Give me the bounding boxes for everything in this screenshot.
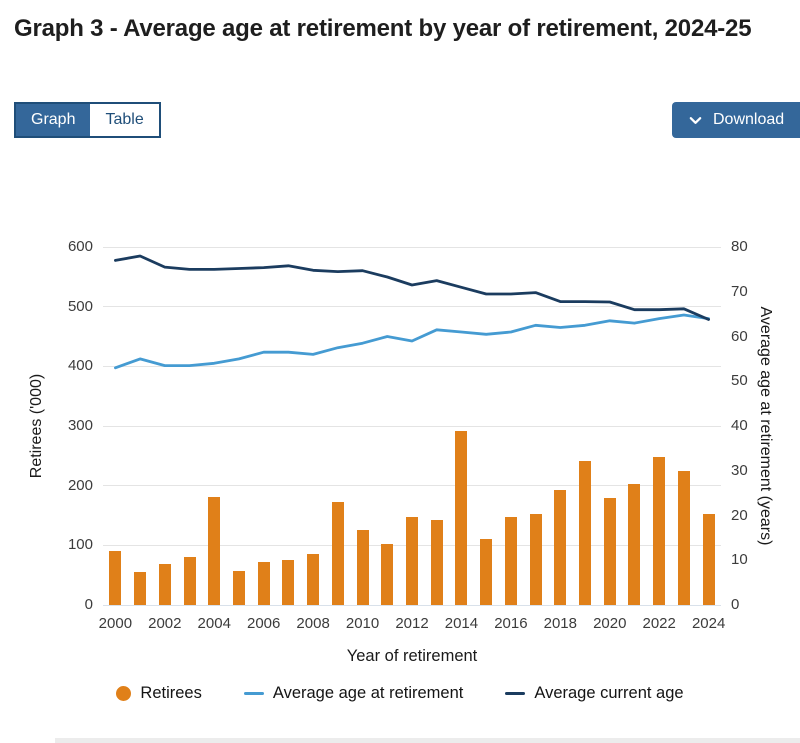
x-axis-tick: 2008	[296, 615, 330, 632]
legend-item-average-age-at-retirement[interactable]: Average age at retirement	[243, 684, 464, 703]
legend-label: Retirees	[140, 684, 202, 702]
x-axis-tick: 2010	[345, 615, 380, 632]
x-axis-tick: 2000	[98, 615, 133, 632]
bar-2022[interactable]	[653, 457, 666, 605]
graph-table-toggle: Graph Table	[14, 102, 161, 138]
bar-2010[interactable]	[356, 530, 369, 605]
x-axis-tick: 2024	[691, 615, 726, 632]
chart-legend: Retirees Average age at retirement Average…	[0, 684, 800, 703]
legend-line-marker	[505, 692, 526, 695]
section-divider	[55, 738, 800, 743]
legend-item-retirees[interactable]: Retirees	[116, 684, 202, 703]
bar-2004[interactable]	[208, 497, 221, 605]
x-axis-tick: 2006	[246, 615, 281, 632]
bar-2000[interactable]	[109, 550, 122, 605]
plot-area	[103, 246, 721, 606]
x-axis-tick: 2004	[197, 615, 231, 632]
bar-2020[interactable]	[603, 498, 616, 605]
y-axis-right-tick: 60	[731, 327, 748, 345]
lines-layer	[113, 254, 710, 370]
y-axis-left-tick: 600	[67, 238, 93, 255]
page-title: Graph 3 - Average age at retirement by y…	[14, 15, 752, 42]
bar-2012[interactable]	[406, 517, 418, 605]
bar-2002[interactable]	[158, 564, 171, 605]
line-average-current-age[interactable]	[113, 254, 710, 321]
x-axis-tick: 2022	[642, 615, 676, 632]
bar-2007[interactable]	[282, 559, 295, 605]
bar-2017[interactable]	[529, 514, 542, 605]
y-axis-right-title: Average age at retirement (years)	[757, 306, 774, 546]
bar-2009[interactable]	[331, 501, 344, 605]
y-axis-left-tick: 300	[67, 417, 93, 434]
bar-2019[interactable]	[579, 460, 592, 605]
x-axis-title: Year of retirement	[346, 647, 478, 665]
download-button[interactable]: Download	[672, 102, 800, 138]
y-axis-left-tick: 0	[84, 596, 93, 613]
x-axis-tick: 2014	[444, 615, 479, 632]
x-axis-tick: 2016	[494, 615, 528, 632]
x-axis-tick: 2012	[395, 615, 429, 632]
tab-graph[interactable]: Graph	[16, 104, 91, 136]
legend-label: Average current age	[534, 684, 684, 702]
bar-2014[interactable]	[455, 431, 468, 605]
y-axis-left-tick: 500	[67, 297, 93, 315]
x-axis-tick: 2020	[593, 615, 627, 632]
y-axis-right-tick: 70	[731, 282, 748, 300]
y-axis-right-tick: 80	[731, 238, 748, 255]
y-axis-right-tick: 0	[731, 596, 740, 613]
bar-2006[interactable]	[257, 562, 270, 605]
bar-2016[interactable]	[504, 517, 517, 605]
bar-2013[interactable]	[430, 520, 443, 605]
y-axis-left-tick: 200	[67, 476, 93, 494]
y-axis-left-tick: 100	[67, 536, 93, 554]
gridline	[103, 246, 721, 248]
line-average-age-at-retirement[interactable]	[113, 313, 710, 370]
bar-2023[interactable]	[677, 471, 690, 605]
bar-2024[interactable]	[702, 513, 715, 605]
y-axis-right-tick: 20	[731, 506, 748, 524]
chart: 600 500 400 300 200 100 0 80 70 60 50 40 30 20 10 0 2000…	[0, 150, 800, 665]
y-axis-right-tick: 40	[731, 417, 748, 434]
gridline	[103, 604, 721, 606]
x-axis-tick: 2018	[543, 615, 577, 632]
bar-2018[interactable]	[554, 490, 567, 605]
legend-circle-marker	[116, 686, 132, 701]
gridline	[103, 485, 721, 487]
x-axis-tick: 2002	[148, 615, 182, 632]
gridline	[103, 365, 721, 367]
download-label: Download	[713, 111, 785, 128]
y-axis-left-tick: 400	[67, 357, 93, 375]
chevron-down-icon	[689, 116, 702, 124]
bar-2008[interactable]	[307, 554, 320, 605]
gridline	[103, 306, 721, 308]
legend-line-marker	[243, 692, 264, 695]
y-axis-right-tick: 30	[731, 461, 748, 479]
bar-2021[interactable]	[628, 483, 641, 605]
bar-2015[interactable]	[480, 538, 493, 605]
y-axis-right-tick: 50	[731, 372, 748, 390]
bar-2005[interactable]	[232, 570, 245, 605]
bar-2003[interactable]	[183, 557, 196, 605]
legend-item-average-current-age[interactable]: Average current age	[505, 684, 684, 703]
y-axis-right-tick: 10	[731, 551, 748, 569]
bar-2001[interactable]	[134, 572, 147, 605]
bar-2011[interactable]	[381, 544, 394, 605]
gridline	[103, 425, 721, 427]
tab-table[interactable]: Table	[90, 104, 159, 136]
legend-label: Average age at retirement	[272, 684, 464, 702]
y-axis-left-title: Retirees ('000)	[28, 373, 45, 479]
